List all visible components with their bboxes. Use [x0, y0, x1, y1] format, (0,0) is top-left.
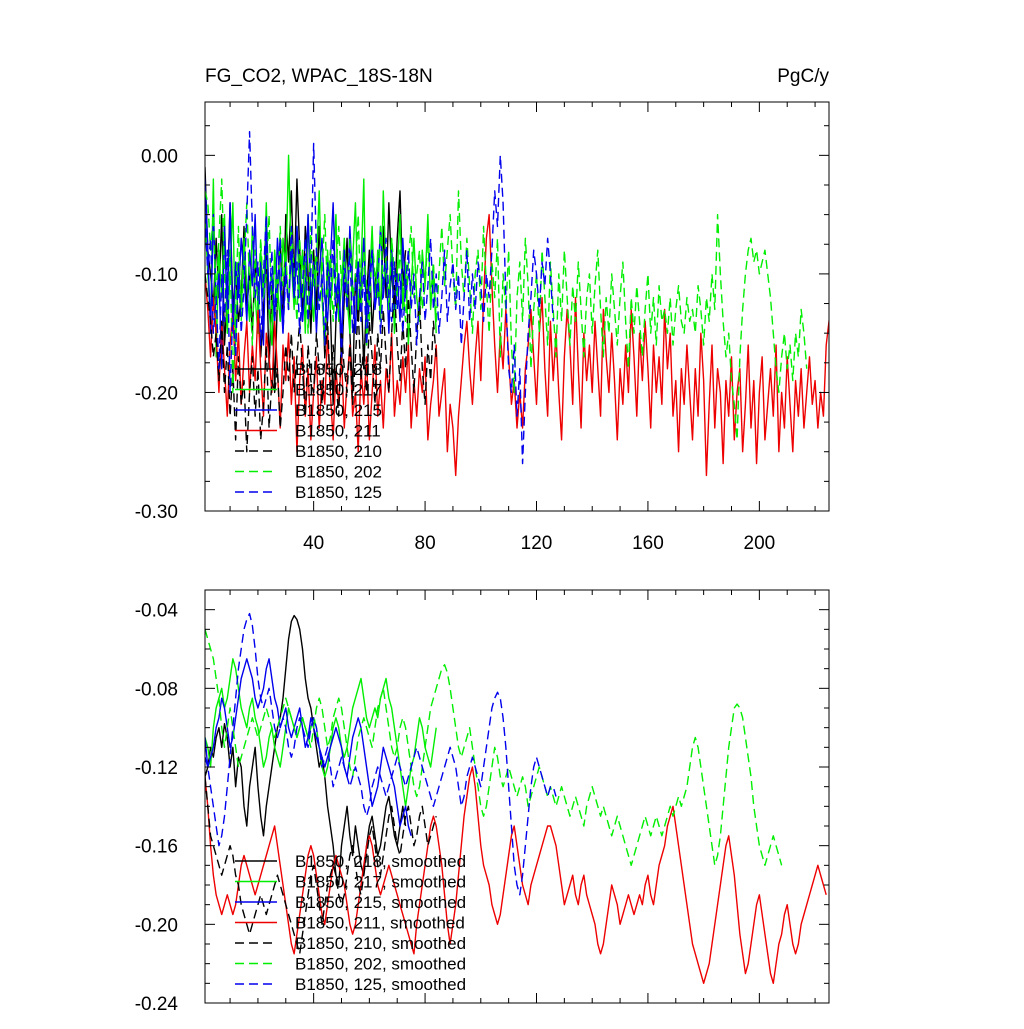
- legend-label: B1850, 125: [295, 483, 382, 502]
- series-line-4: [205, 766, 827, 985]
- legend-label: B1850, 217, smoothed: [295, 873, 466, 892]
- plot-frame: [204, 101, 830, 512]
- legend-label: B1850, 202: [295, 463, 382, 482]
- y-tick-label: -0.10: [135, 265, 178, 286]
- y-tick-label: -0.24: [135, 994, 179, 1015]
- legend-label: B1850, 215: [295, 401, 382, 420]
- legend-label: B1850, 218, smoothed: [295, 852, 466, 871]
- y-tick-label: -0.20: [135, 383, 178, 404]
- series-line-7: [205, 612, 557, 896]
- series-group: [205, 130, 829, 477]
- series-line-3: [205, 658, 412, 837]
- legend-label: B1850, 202, smoothed: [295, 955, 466, 974]
- y-tick-label: -0.30: [135, 502, 178, 523]
- series-line-5: [205, 273, 437, 453]
- series-line-7: [205, 130, 554, 465]
- legend-label: B1850, 211, smoothed: [295, 914, 465, 933]
- series-line-2: [205, 154, 437, 358]
- plot-units: PgC/y: [777, 66, 829, 87]
- x-tick-label: 120: [521, 533, 553, 554]
- x-tick-label: 40: [303, 533, 324, 554]
- y-tick-label: -0.04: [135, 601, 179, 622]
- x-tick-label: 80: [415, 533, 436, 554]
- y-tick-label: -0.08: [135, 679, 178, 700]
- y-tick-label: -0.20: [135, 915, 178, 936]
- series-line-1: [205, 167, 407, 405]
- plot-frame: [204, 589, 830, 1004]
- y-tick-label: -0.16: [135, 837, 178, 858]
- legend: B1850, 218, smoothed B1850, 217, smoothed…: [235, 852, 466, 994]
- top-panel: 40 80 120 160 200 0.00 -0.10 -0.20 -0.30 B1850, 2…: [135, 101, 830, 554]
- plot-title: FG_CO2, WPAC_18S-18N: [205, 66, 433, 87]
- y-tick-label: 0.00: [141, 146, 178, 167]
- series-line-6: [205, 178, 808, 441]
- y-tick-label: -0.12: [135, 758, 178, 779]
- legend-label: B1850, 218: [295, 360, 382, 379]
- legend-label: B1850, 210: [295, 442, 382, 461]
- series-line-3: [205, 179, 412, 370]
- bottom-panel: -0.04 -0.08 -0.12 -0.16 -0.20 -0.24 B1850, 218…: [135, 589, 830, 1015]
- series-line-6: [205, 629, 783, 867]
- series-line-2: [205, 658, 437, 808]
- series-line-1: [205, 614, 407, 886]
- legend-label: B1850, 217: [295, 381, 382, 400]
- series-line-5: [205, 776, 437, 955]
- series-line-4: [205, 213, 829, 477]
- legend-label: B1850, 215, smoothed: [295, 893, 466, 912]
- legend-label: B1850, 210, smoothed: [295, 934, 466, 953]
- x-tick-label: 200: [744, 533, 776, 554]
- series-group: [205, 612, 827, 985]
- x-tick-label: 160: [632, 533, 664, 554]
- legend-label: B1850, 125, smoothed: [295, 975, 466, 994]
- legend-label: B1850, 211: [295, 422, 381, 441]
